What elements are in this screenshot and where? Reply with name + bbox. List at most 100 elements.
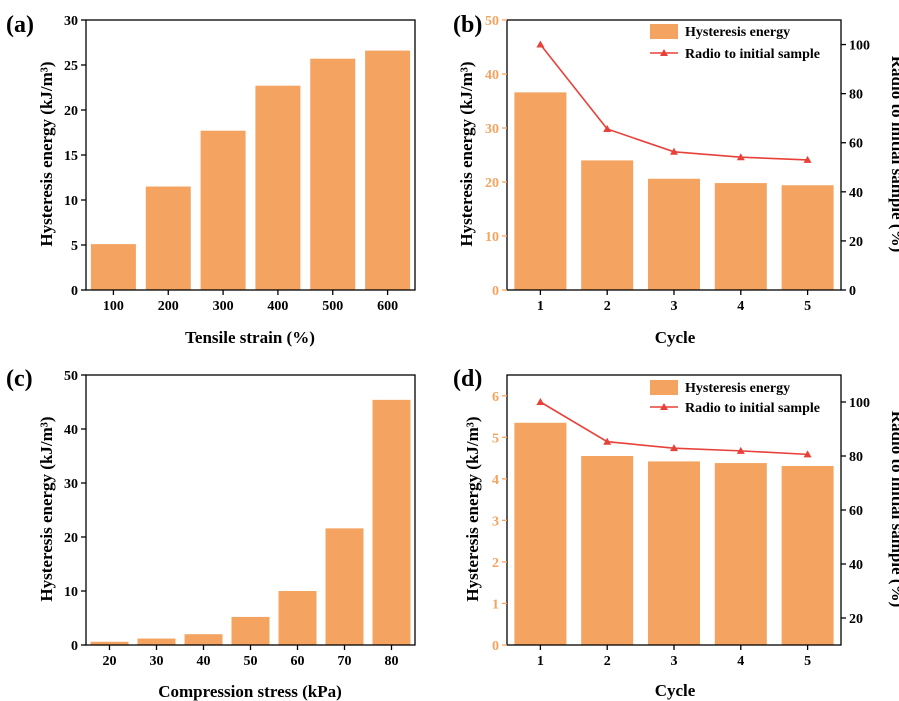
- ytick-label-d: 4: [492, 473, 499, 488]
- ylabel-a: Hysteresis energy (kJ/m³): [37, 61, 56, 246]
- ytick-label-c: 50: [64, 369, 78, 384]
- xtick-label-a: 100: [103, 299, 124, 314]
- bar-b-4: [714, 183, 767, 290]
- bar-c-50: [231, 616, 270, 645]
- y2label-d: Radio to initial sample (%): [888, 411, 899, 607]
- y2tick-label-b: 40: [849, 186, 863, 201]
- xtick-label-d: 4: [737, 654, 744, 669]
- panel-b: (b) Hysteresis energy (kJ/m³) Radio to i…: [453, 12, 899, 347]
- y2tick-label-d: 80: [849, 450, 863, 465]
- ytick-label-c: 40: [64, 423, 78, 438]
- xtick-label-d: 5: [804, 654, 811, 669]
- ytick-label-d: 1: [492, 597, 499, 612]
- ytick-label-d: 3: [492, 514, 499, 529]
- ytick-label-a: 0: [71, 284, 78, 299]
- bar-b-3: [648, 178, 700, 290]
- ytick-label-d: 6: [492, 390, 499, 405]
- xtick-label-c: 80: [385, 654, 399, 669]
- xlabel-d: Cycle: [655, 681, 696, 700]
- xtick-label-a: 300: [213, 299, 234, 314]
- bar-d-3: [648, 461, 700, 645]
- panel-label-c: (c): [6, 366, 33, 392]
- bar-a-300: [200, 130, 246, 290]
- plot-frame-c: [85, 374, 416, 646]
- ytick-label-c: 0: [71, 639, 78, 654]
- ytick-label-d: 5: [492, 431, 499, 446]
- xtick-label-b: 1: [537, 299, 544, 314]
- ytick-label-d: 0: [492, 639, 499, 654]
- bar-b-2: [581, 160, 634, 290]
- line-point-b-2: [603, 124, 612, 132]
- bar-a-100: [90, 244, 136, 290]
- line-point-b-1: [536, 40, 545, 48]
- bar-c-60: [278, 591, 317, 645]
- bar-a-600: [365, 50, 411, 290]
- xtick-label-b: 3: [671, 299, 678, 314]
- y2tick-label-b: 60: [849, 137, 863, 152]
- bar-d-2: [581, 456, 634, 645]
- ytick-label-c: 30: [64, 477, 78, 492]
- legend-line-label-d: Radio to initial sample: [685, 401, 820, 416]
- legend-marker-b: [660, 49, 668, 56]
- panel-c: (c) Hysteresis energy (kJ/m³) Compressio…: [6, 366, 416, 701]
- ytick-label-a: 10: [64, 194, 78, 209]
- ytick-label-b: 30: [485, 122, 499, 137]
- xtick-label-a: 400: [267, 299, 288, 314]
- bar-c-40: [184, 634, 223, 645]
- ytick-label-b: 10: [485, 230, 499, 245]
- ylabel-b: Hysteresis energy (kJ/m³): [457, 61, 476, 246]
- xtick-label-c: 50: [244, 654, 258, 669]
- legend-bar-label-d: Hysteresis energy: [685, 381, 790, 396]
- ytick-label-a: 25: [64, 59, 78, 74]
- line-point-d-3: [670, 444, 678, 452]
- ylabel-d: Hysteresis energy (kJ/m³): [463, 416, 482, 601]
- xlabel-c: Compression stress (kPa): [158, 682, 342, 701]
- ytick-label-a: 20: [64, 104, 78, 119]
- ytick-label-b: 0: [492, 284, 499, 299]
- line-point-d-4: [736, 446, 745, 454]
- ytick-label-a: 5: [71, 239, 78, 254]
- bar-d-4: [714, 463, 767, 645]
- panel-label-d: (d): [453, 366, 482, 392]
- line-point-b-4: [736, 153, 745, 161]
- xtick-label-d: 1: [537, 654, 544, 669]
- ytick-label-b: 40: [485, 68, 499, 83]
- line-point-d-1: [536, 398, 545, 405]
- bar-c-80: [372, 399, 411, 645]
- xtick-label-a: 500: [322, 299, 343, 314]
- panel-d: (d) Hysteresis energy (kJ/m³) Radio to i…: [453, 366, 899, 700]
- bar-c-20: [90, 641, 129, 645]
- ytick-label-a: 15: [64, 149, 78, 164]
- line-point-b-3: [670, 147, 678, 155]
- xlabel-a: Tensile strain (%): [185, 328, 315, 347]
- legend-bar-swatch-b: [650, 24, 678, 39]
- ytick-label-c: 20: [64, 531, 78, 546]
- ylabel-c: Hysteresis energy (kJ/m³): [37, 416, 56, 601]
- y2tick-label-d: 60: [849, 504, 863, 519]
- xtick-label-a: 600: [377, 299, 398, 314]
- y2tick-label-b: 20: [849, 235, 863, 250]
- xtick-label-c: 40: [197, 654, 211, 669]
- xtick-label-d: 2: [604, 654, 611, 669]
- legend-bar-label-b: Hysteresis energy: [685, 25, 790, 40]
- legend-line-label-b: Radio to initial sample: [685, 47, 820, 62]
- bar-b-1: [514, 92, 567, 290]
- xlabel-b: Cycle: [655, 328, 696, 347]
- ytick-label-d: 2: [492, 556, 499, 571]
- xtick-label-b: 5: [804, 299, 811, 314]
- bar-c-70: [325, 528, 364, 645]
- xtick-label-a: 200: [158, 299, 179, 314]
- legend-b: Hysteresis energy Radio to initial sampl…: [650, 24, 820, 62]
- xtick-label-d: 3: [671, 654, 678, 669]
- bar-b-5: [781, 185, 834, 290]
- legend-bar-swatch-d: [650, 380, 678, 395]
- panel-a: (a) Hysteresis energy (kJ/m³) Tensile st…: [6, 12, 416, 347]
- panel-label-b: (b): [453, 12, 482, 38]
- bar-a-400: [255, 85, 301, 290]
- ytick-label-a: 30: [64, 14, 78, 29]
- line-point-d-5: [803, 450, 812, 458]
- legend-d: Hysteresis energy Radio to initial sampl…: [650, 380, 820, 416]
- y2tick-label-d: 100: [849, 396, 870, 411]
- panel-label-a: (a): [6, 12, 34, 38]
